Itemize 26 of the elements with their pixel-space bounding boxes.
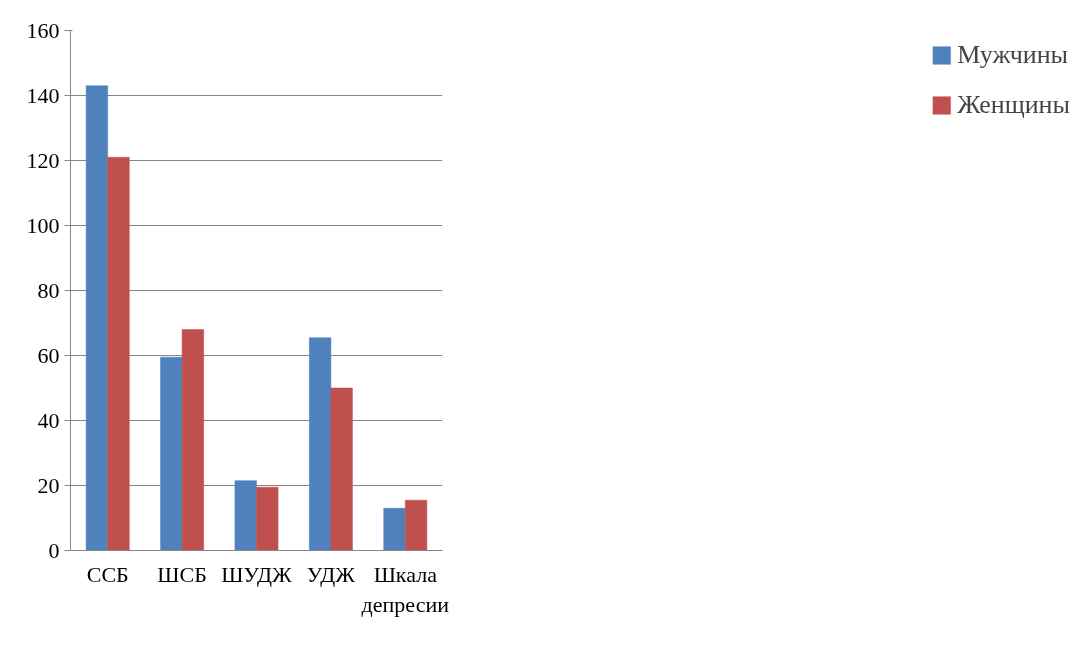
bar [181,329,204,551]
legend-label: Мужчины [957,40,1069,70]
y-tick-label: 160 [26,17,60,43]
bar [160,356,183,551]
bar [234,480,257,551]
legend-label: Женщины [957,90,1070,120]
bar [85,85,108,551]
y-tick-label: 40 [37,407,60,433]
bar [309,337,332,551]
x-tick-label: Шкала депресии [361,561,450,617]
bar [405,499,428,551]
y-tick-label: 100 [26,212,60,238]
bar [383,508,406,551]
y-tick-label: 120 [26,147,60,173]
y-tick-label: 0 [48,537,60,563]
y-tick-label: 80 [37,277,60,303]
x-tick-label: ШУДЖ [221,561,292,587]
bar [330,387,353,551]
bar [107,157,130,551]
bar [256,486,279,551]
x-tick-label: УДЖ [306,561,356,587]
y-tick-label: 20 [37,472,60,498]
x-tick-label: ШСБ [157,561,207,587]
y-tick-label: 60 [37,342,60,368]
y-tick-label: 140 [26,82,60,108]
x-tick-label: ССБ [86,561,129,587]
